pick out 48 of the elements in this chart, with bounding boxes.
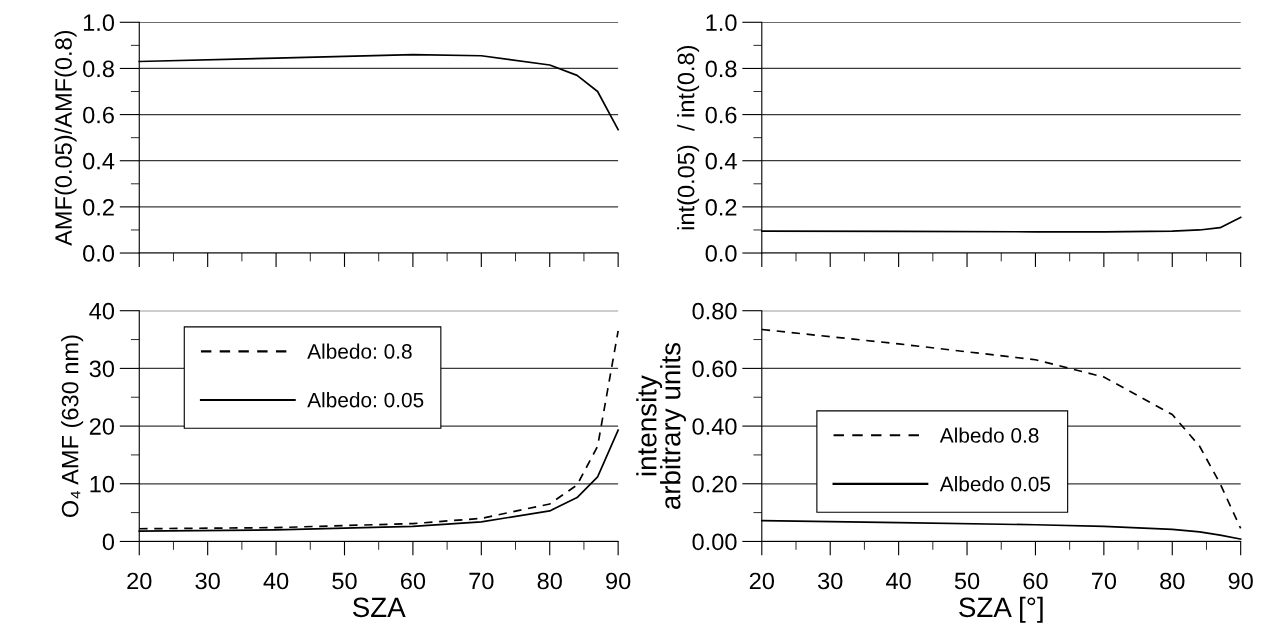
legend-label: Albedo: 0.05 [307,392,424,408]
y-axis-title: O₄ AMF (630 nm) [61,335,84,518]
y-tick-label: 0.6 [83,106,114,124]
y-tick-label: 0.00 [692,533,737,551]
y-tick-label: 0 [102,533,115,551]
legend-label: Albedo: 0.8 [307,343,412,359]
x-tick-label: 90 [1228,572,1253,590]
y-tick-label: 0.40 [692,418,737,435]
legend-label: Albedo 0.8 [939,427,1039,443]
x-axis-title: SZA [352,597,406,618]
y-tick-label: 0.6 [705,106,737,124]
y-tick-label: 0.20 [692,475,737,493]
x-tick-label: 70 [469,572,494,590]
y-tick-label: 0.0 [705,245,737,262]
legend-label: Albedo 0.05 [939,476,1051,492]
x-tick-label: 80 [1160,572,1185,590]
y-tick-label: 0.4 [705,152,737,170]
y-axis-title: int(0.05) / int(0.8) [677,45,700,230]
y-tick-label: 0.80 [692,302,737,320]
x-tick-label: 40 [263,572,289,590]
y-tick-label: 20 [89,418,115,435]
y-tick-label: 0.60 [692,360,737,378]
y-axis-title: AMF(0.05)/AMF(0.8) [54,30,77,246]
y-tick-label: 0.2 [83,198,114,216]
y-tick-label: 0.8 [705,60,737,78]
x-tick-label: 20 [127,572,152,590]
x-tick-label: 70 [1091,572,1117,590]
x-tick-label: 50 [332,572,357,590]
x-tick-label: 20 [749,572,775,590]
y-tick-label: 0.8 [83,60,114,78]
y-tick-label: 1.0 [83,14,115,32]
y-tick-label: 40 [89,302,115,320]
x-tick-label: 30 [817,572,843,590]
y-tick-label: 10 [90,475,115,493]
y-tick-label: 0.0 [83,245,115,262]
x-tick-label: 90 [606,572,631,590]
x-tick-label: 60 [400,572,426,590]
y-tick-label: 0.4 [83,152,115,170]
x-tick-label: 30 [195,572,220,590]
x-tick-label: 50 [954,572,980,590]
y-tick-label: 1.0 [706,14,737,32]
y-axis-title: intensity arbitrary units [636,342,686,510]
y-tick-label: 30 [89,360,115,378]
x-tick-label: 60 [1023,572,1048,590]
x-axis-title: SZA [°] [959,596,1043,623]
x-tick-label: 80 [537,572,562,590]
y-tick-label: 0.2 [705,198,737,216]
x-tick-label: 40 [886,572,911,590]
